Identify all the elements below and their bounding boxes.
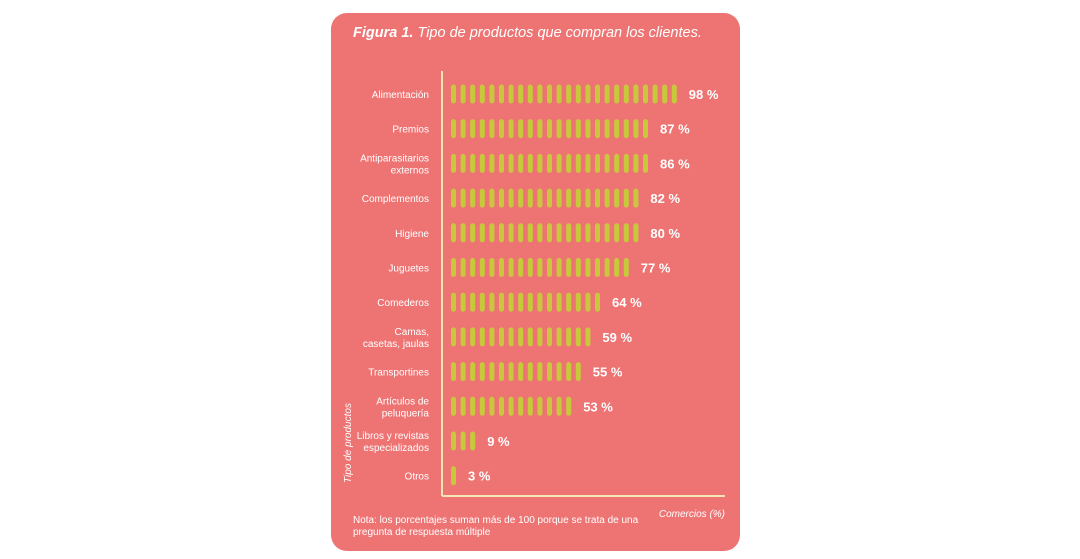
category-label: Camas, casetas, jaulas <box>363 327 429 350</box>
figure-card: Figura 1. Tipo de productos que compran … <box>331 13 740 551</box>
bar <box>451 292 600 312</box>
category-label: Juguetes <box>388 264 429 275</box>
data-label: 98 % <box>689 87 719 102</box>
data-label: 59 % <box>602 330 632 345</box>
bar <box>451 396 572 416</box>
category-label: Complementos <box>362 194 429 205</box>
data-label: 82 % <box>650 191 680 206</box>
figure-title-bold: Figura 1. <box>353 25 414 41</box>
bar <box>451 84 677 104</box>
data-label: 80 % <box>650 226 680 241</box>
bar <box>451 362 581 382</box>
bar <box>451 466 456 486</box>
category-label: Premios <box>392 125 429 136</box>
category-labels: Alimentación Premios Antiparasitarios exter… <box>357 90 430 483</box>
category-label: Antiparasitarios externos <box>360 153 429 176</box>
bar <box>451 327 591 347</box>
bar <box>451 153 648 173</box>
category-label: Libros y revistas especializados <box>357 431 429 454</box>
data-label: 55 % <box>593 365 623 380</box>
category-label: Comederos <box>377 298 429 309</box>
bar <box>451 258 629 277</box>
x-axis-label: Comercios (%) <box>659 509 725 520</box>
figure-title-text: Tipo de productos que compran los client… <box>413 25 702 41</box>
category-label: Alimentación <box>372 90 429 101</box>
bar-chart: Alimentación Premios Antiparasitarios exter… <box>343 71 725 520</box>
category-label: Higiene <box>395 229 429 240</box>
data-label: 77 % <box>641 261 671 276</box>
y-axis-label: Tipo de productos <box>343 403 354 483</box>
category-label: Transportines <box>368 368 429 379</box>
figure-title: Figura 1. Tipo de productos que compran … <box>353 25 702 41</box>
category-label: Artículos de peluquería <box>376 396 429 419</box>
data-label: 3 % <box>468 469 491 484</box>
category-label: Otros <box>405 472 429 483</box>
figure-note: Nota: los porcentajes suman más de 100 p… <box>353 515 639 538</box>
bar <box>451 223 639 243</box>
axes: Tipo de productos Comercios (%) <box>343 71 725 520</box>
bar <box>451 119 648 139</box>
bar <box>451 188 639 208</box>
data-label: 86 % <box>660 156 690 171</box>
data-label: 64 % <box>612 295 642 310</box>
data-label: 53 % <box>583 399 613 414</box>
data-label: 87 % <box>660 122 690 137</box>
bars <box>451 84 677 486</box>
value-labels: 98 % 87 % 86 % 82 % 80 % 77 % 64 % 59 % 55 % 53 %… <box>468 87 719 484</box>
bar <box>451 431 476 451</box>
data-label: 9 % <box>487 434 510 449</box>
